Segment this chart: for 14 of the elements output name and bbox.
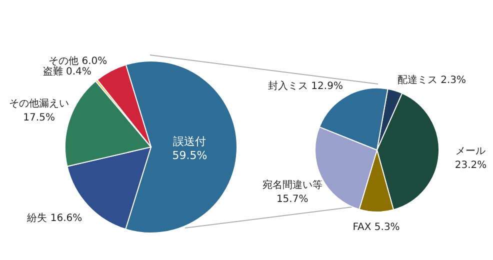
slice-label: その他漏えい xyxy=(9,98,70,110)
slice-label: メール xyxy=(456,146,486,157)
slice-label: 宛名間違い等 xyxy=(262,178,322,191)
slice-label: 封入ミス 12.9% xyxy=(268,80,343,92)
slice-label: 配達ミス 2.3% xyxy=(397,74,466,86)
slice-label: FAX 5.3% xyxy=(352,222,400,233)
data-label: 23.2% xyxy=(454,160,487,171)
data-label: 15.7% xyxy=(276,194,308,205)
data-label: 17.5% xyxy=(23,112,55,124)
slice-label: 盗難 0.4% xyxy=(42,65,92,78)
slice-label: 誤送付 xyxy=(173,135,206,148)
slice-label: 紛失 16.6% xyxy=(26,212,82,224)
data-label: 59.5% xyxy=(172,149,208,162)
slice-label: その他 6.0% xyxy=(48,54,108,67)
